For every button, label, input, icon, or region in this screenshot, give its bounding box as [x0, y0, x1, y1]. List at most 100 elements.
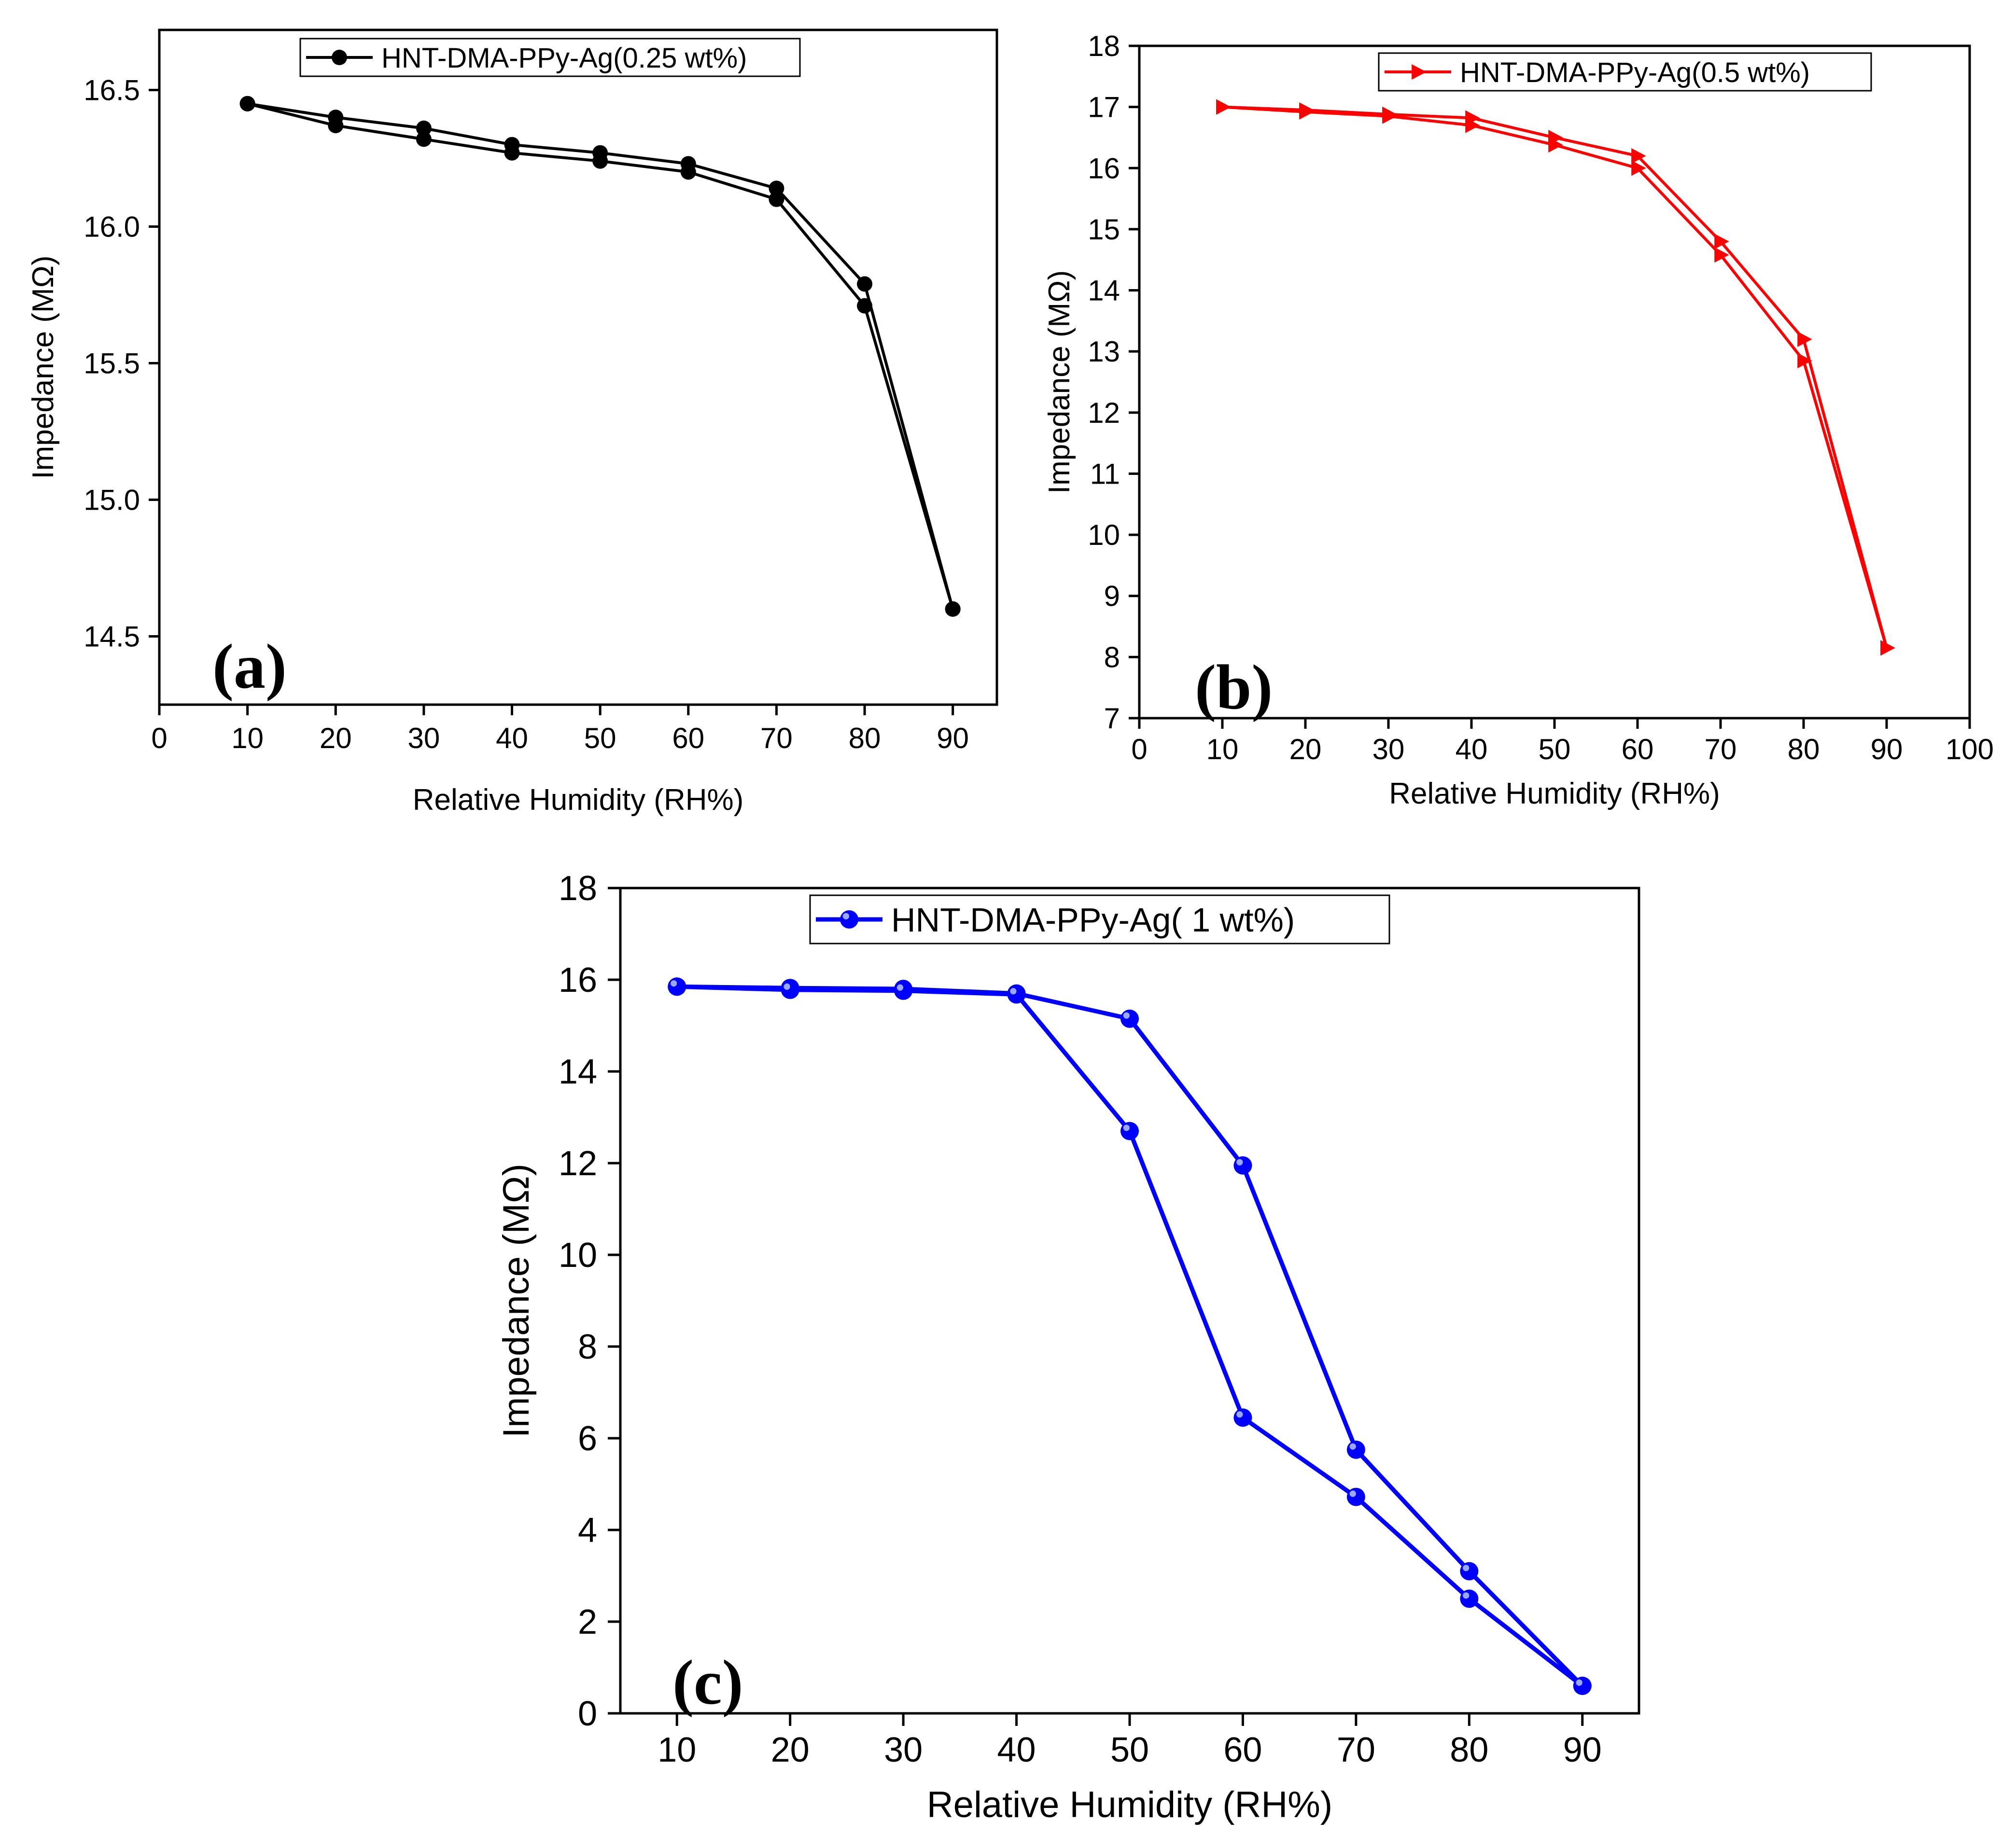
y-tick-label: 12 — [559, 1144, 597, 1183]
x-tick-label: 90 — [1563, 1731, 1602, 1769]
x-axis-title: Relative Humidity (RH%) — [1389, 777, 1720, 810]
y-tick-label: 15.5 — [84, 347, 140, 380]
data-point-highlight — [1349, 1490, 1356, 1497]
data-point — [1216, 99, 1231, 115]
data-point — [1714, 234, 1729, 250]
data-point — [1233, 1408, 1252, 1427]
series-c-1 — [668, 977, 1592, 1695]
x-tick-label: 20 — [320, 722, 352, 754]
y-tick-label: 6 — [578, 1419, 597, 1458]
data-point — [1548, 137, 1563, 153]
y-tick-label: 18 — [1088, 30, 1120, 62]
y-tick-label: 10 — [1088, 519, 1120, 551]
series-b-0 — [1216, 99, 1895, 656]
data-point — [1631, 160, 1646, 176]
y-tick-label: 4 — [578, 1511, 597, 1550]
legend-label: HNT-DMA-PPy-Ag(0.5 wt%) — [1460, 57, 1810, 88]
x-tick-label: 10 — [231, 722, 264, 754]
x-tick-label: 100 — [1946, 733, 1994, 765]
data-point — [416, 120, 432, 136]
data-point-body — [1233, 1156, 1252, 1175]
x-tick-label: 60 — [672, 722, 704, 754]
data-point-body — [894, 981, 913, 1000]
y-tick-label: 8 — [578, 1328, 597, 1366]
x-tick-label: 80 — [849, 722, 881, 754]
x-tick-label: 30 — [884, 1731, 923, 1769]
data-point-body — [1573, 1677, 1592, 1695]
series-line — [247, 102, 954, 610]
data-point — [504, 145, 520, 161]
x-tick-label: 50 — [584, 722, 616, 754]
data-point — [1346, 1487, 1365, 1506]
series-line — [1222, 105, 1888, 649]
y-tick-label: 16.5 — [84, 74, 140, 107]
x-tick-label: 90 — [937, 722, 969, 754]
y-axis-title: Impedance (MΩ) — [1043, 270, 1076, 494]
data-point — [1233, 1156, 1252, 1175]
data-point — [945, 601, 961, 617]
data-point — [894, 981, 913, 1000]
data-point — [668, 977, 686, 996]
data-point-body — [1120, 1009, 1139, 1028]
y-tick-label: 14 — [1088, 275, 1120, 307]
x-tick-label: 70 — [760, 722, 793, 754]
data-point — [1120, 1009, 1139, 1028]
x-tick-label: 10 — [658, 1731, 696, 1769]
y-tick-label: 9 — [1104, 580, 1120, 612]
data-point-body — [1346, 1487, 1365, 1506]
data-point-highlight — [1123, 1125, 1130, 1131]
y-tick-label: 14.5 — [84, 621, 140, 653]
series-line — [247, 102, 954, 610]
series-b-1 — [1216, 99, 1895, 656]
y-tick-label: 14 — [559, 1053, 597, 1091]
data-point-highlight — [1010, 988, 1017, 995]
x-tick-label: 10 — [1206, 733, 1239, 765]
data-point — [769, 181, 784, 196]
x-axis-title: Relative Humidity (RH%) — [413, 783, 744, 817]
legend-marker — [840, 910, 858, 929]
data-point — [1880, 640, 1895, 656]
data-point-highlight — [1123, 1012, 1130, 1019]
legend: HNT-DMA-PPy-Ag(0.5 wt%) — [1378, 52, 1872, 92]
y-tick-label: 15 — [1088, 213, 1120, 246]
x-tick-label: 50 — [1110, 1731, 1149, 1769]
legend: HNT-DMA-PPy-Ag( 1 wt%) — [809, 894, 1390, 945]
data-point — [1120, 1122, 1139, 1140]
x-tick-label: 0 — [151, 722, 167, 754]
x-tick-label: 50 — [1539, 733, 1571, 765]
y-tick-label: 18 — [559, 869, 597, 908]
legend-label: HNT-DMA-PPy-Ag(0.25 wt%) — [381, 42, 747, 74]
series-line — [1222, 105, 1888, 649]
y-tick-label: 16 — [559, 961, 597, 1000]
series-line — [677, 984, 1584, 1688]
data-point — [781, 980, 799, 999]
data-point-body — [1346, 1440, 1365, 1459]
data-point-highlight — [1349, 1443, 1356, 1450]
y-tick-label: 0 — [578, 1695, 597, 1733]
legend-marker — [332, 50, 347, 65]
x-tick-label: 60 — [1622, 733, 1654, 765]
data-point — [328, 118, 344, 134]
data-point — [857, 298, 873, 314]
data-point-body — [1007, 985, 1026, 1004]
chart-panel-b: 0 10 20 30 40 50 60 70 80 90 100 7 8 9 10 11 12 13 14 15 16 1… — [1043, 30, 1994, 810]
data-point — [592, 153, 608, 169]
data-point-body — [1120, 1122, 1139, 1140]
data-point — [1797, 331, 1812, 347]
x-tick-label: 40 — [997, 1731, 1036, 1769]
y-tick-label: 12 — [1088, 397, 1120, 429]
legend-box — [1378, 52, 1872, 92]
data-point — [1460, 1562, 1479, 1581]
data-point-body — [1460, 1562, 1479, 1581]
legend-marker-highlight — [842, 913, 849, 919]
y-tick-label: 17 — [1088, 91, 1120, 124]
data-point-body — [781, 980, 799, 999]
legend-marker — [1412, 64, 1427, 80]
data-point — [1299, 104, 1314, 120]
data-point-highlight — [1236, 1411, 1243, 1418]
legend-box — [809, 894, 1390, 945]
data-point-highlight — [1463, 1565, 1470, 1571]
y-tick-label: 8 — [1104, 641, 1120, 673]
y-axis-title: Impedance (MΩ) — [27, 255, 60, 479]
x-tick-label: 30 — [408, 722, 440, 754]
